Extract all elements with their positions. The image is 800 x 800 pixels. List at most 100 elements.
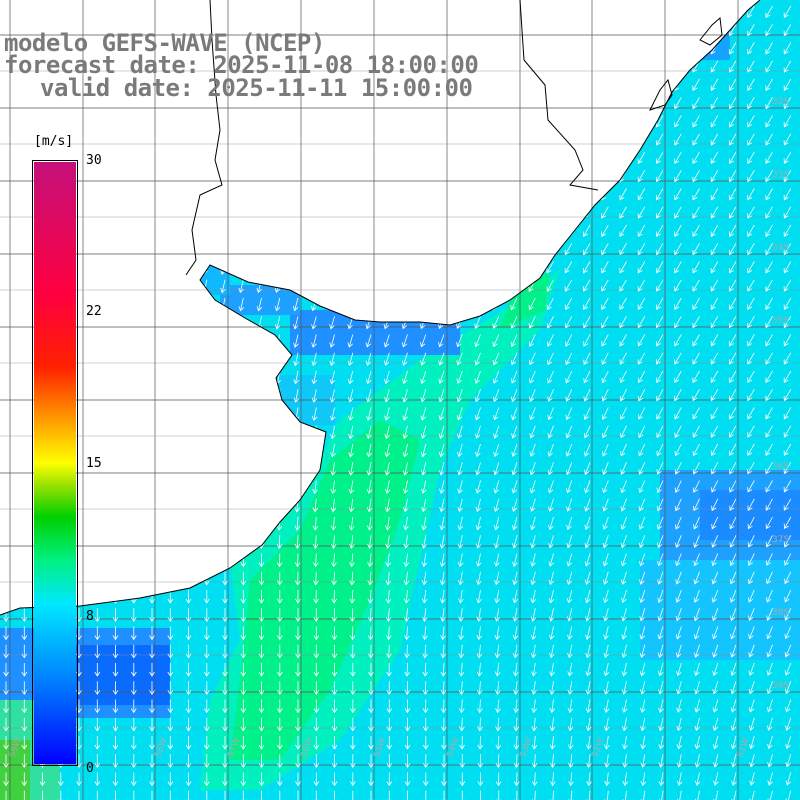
wind-arrow — [493, 443, 500, 458]
wind-arrow — [331, 589, 337, 604]
wind-arrow — [495, 772, 502, 787]
wind-arrow — [382, 24, 390, 37]
wind-arrow — [404, 772, 411, 787]
wind-arrow — [365, 243, 372, 257]
wind-arrow — [238, 261, 244, 275]
wind-arrow — [783, 480, 792, 493]
wind-arrow — [386, 717, 393, 732]
wind-arrow — [200, 5, 208, 19]
wind-arrow — [201, 206, 208, 221]
wind-arrow — [167, 498, 174, 513]
wind-arrow — [110, 188, 117, 202]
wind-arrow — [674, 279, 682, 292]
wind-arrow — [440, 681, 447, 695]
wind-arrow — [639, 662, 646, 677]
wind-arrow — [349, 608, 356, 622]
wind-arrow — [493, 535, 500, 549]
wind-arrow — [185, 717, 192, 732]
wind-arrow — [622, 754, 628, 768]
wind-arrow — [439, 535, 446, 549]
wind-arrow — [295, 772, 301, 787]
wind-arrow — [676, 717, 682, 732]
wind-arrow — [564, 78, 573, 91]
wind-arrow — [546, 24, 554, 37]
wind-arrow — [710, 297, 719, 310]
wind-arrow — [785, 754, 792, 768]
wind-arrow — [167, 699, 174, 714]
wind-arrow — [437, 224, 445, 238]
wind-arrow — [783, 535, 792, 548]
wind-arrow — [3, 717, 9, 732]
wind-arrow — [491, 206, 500, 219]
wind-arrow — [783, 261, 792, 274]
wind-arrow — [564, 42, 573, 55]
wind-arrow — [512, 662, 519, 677]
wind-arrow — [130, 553, 137, 568]
wind-arrow — [404, 644, 410, 659]
wind-arrow — [747, 316, 755, 329]
wind-arrow — [295, 736, 301, 750]
wind-arrow — [239, 443, 246, 458]
wind-arrow — [640, 699, 646, 713]
wind-arrow — [566, 608, 573, 622]
wind-arrow — [712, 681, 719, 695]
wind-arrow — [549, 735, 556, 750]
wind-arrow — [167, 790, 174, 800]
wind-arrow — [400, 151, 408, 165]
wind-arrow — [783, 97, 792, 110]
wind-arrow — [492, 261, 500, 274]
wind-arrow — [366, 516, 373, 531]
wind-arrow — [692, 261, 700, 274]
wind-arrow — [258, 699, 265, 714]
wind-arrow — [364, 151, 372, 165]
wind-arrow — [330, 516, 337, 531]
wind-arrow — [747, 224, 755, 237]
wind-arrow — [783, 425, 792, 438]
wind-arrow — [294, 480, 300, 495]
wind-arrow — [528, 5, 536, 18]
wind-arrow — [222, 608, 228, 623]
wind-arrow — [166, 370, 173, 385]
wind-arrow — [567, 699, 574, 714]
wind-arrow — [331, 699, 338, 714]
wind-arrow — [222, 626, 228, 641]
wind-arrow — [619, 188, 627, 201]
wind-arrow — [619, 42, 627, 55]
wind-arrow — [455, 170, 463, 183]
wind-arrow — [276, 699, 283, 714]
wind-arrow — [638, 425, 646, 439]
wind-arrow — [165, 188, 171, 202]
wind-arrow — [419, 243, 427, 256]
wind-arrow — [620, 443, 627, 457]
wind-arrow — [655, 78, 664, 91]
wind-arrow — [509, 206, 518, 219]
wind-arrow — [747, 389, 755, 402]
wind-arrow — [601, 78, 609, 91]
wind-arrow — [747, 370, 755, 383]
wind-arrow — [621, 644, 627, 659]
wind-arrow — [457, 443, 463, 458]
wind-arrow — [531, 754, 538, 768]
wind-arrow — [457, 553, 464, 568]
wind-arrow — [765, 243, 773, 256]
wind-arrow — [149, 736, 155, 750]
wind-arrow — [509, 97, 518, 110]
wind-arrow — [437, 151, 445, 164]
wind-arrow — [621, 662, 628, 677]
wind-arrow — [473, 115, 481, 128]
wind-arrow — [728, 42, 737, 55]
wind-arrow — [367, 553, 373, 568]
wind-arrow — [568, 790, 574, 800]
longitude-labels: 59W 58W 57W 56W 55W 54W 53W 52W 51W — [7, 736, 751, 759]
wind-arrow — [368, 662, 374, 677]
wind-arrow — [167, 644, 174, 659]
wind-arrow — [674, 261, 682, 274]
wind-arrow — [528, 24, 536, 37]
wind-arrow — [421, 480, 427, 494]
wind-arrow — [568, 772, 574, 787]
wind-arrow — [511, 480, 518, 494]
wind-arrow — [529, 407, 536, 421]
wind-arrow — [222, 681, 228, 696]
wind-arrow — [637, 370, 646, 384]
wind-arrow — [110, 133, 116, 148]
